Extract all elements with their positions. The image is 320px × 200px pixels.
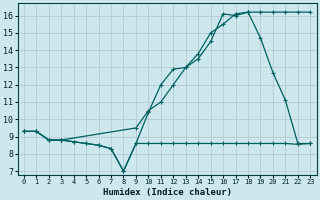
X-axis label: Humidex (Indice chaleur): Humidex (Indice chaleur) — [103, 188, 232, 197]
